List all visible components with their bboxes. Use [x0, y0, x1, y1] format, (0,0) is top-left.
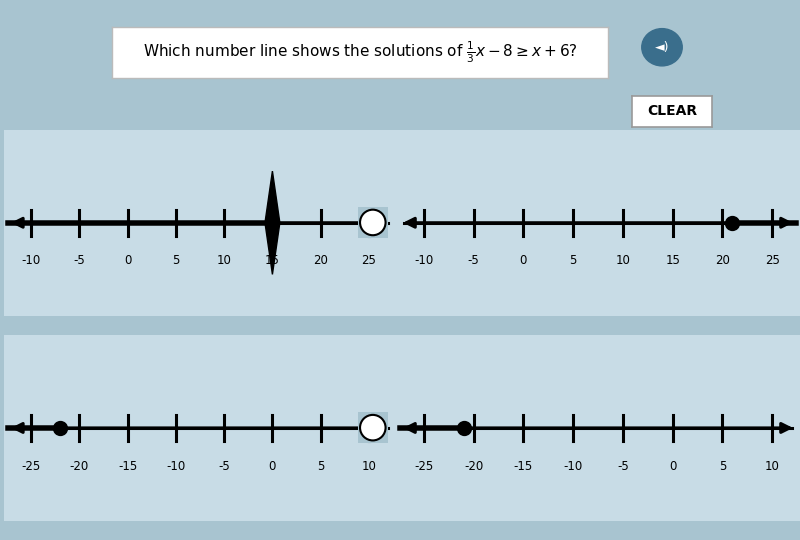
Text: 10: 10 [765, 460, 779, 472]
Circle shape [360, 210, 386, 235]
Polygon shape [265, 171, 280, 274]
Text: -20: -20 [70, 460, 89, 472]
Text: -10: -10 [563, 460, 582, 472]
Text: ◄): ◄) [654, 40, 670, 54]
Text: -5: -5 [617, 460, 629, 472]
Text: 5: 5 [317, 460, 324, 472]
Circle shape [642, 29, 682, 66]
Text: -10: -10 [22, 254, 41, 267]
Text: -5: -5 [468, 254, 479, 267]
Text: 10: 10 [217, 254, 231, 267]
Text: -25: -25 [414, 460, 434, 472]
Text: -20: -20 [464, 460, 483, 472]
Circle shape [360, 415, 386, 441]
Text: 25: 25 [765, 254, 779, 267]
Text: 25: 25 [362, 254, 377, 267]
Text: 5: 5 [570, 254, 577, 267]
Text: -25: -25 [22, 460, 41, 472]
Text: -5: -5 [74, 254, 85, 267]
Text: 15: 15 [665, 254, 680, 267]
Text: Which number line shows the solutions of $\frac{1}{3}x - 8 \geq x + 6$?: Which number line shows the solutions of… [142, 40, 578, 65]
Text: 5: 5 [718, 460, 726, 472]
Text: -5: -5 [218, 460, 230, 472]
Text: 0: 0 [520, 254, 527, 267]
Text: -15: -15 [118, 460, 138, 472]
Text: 10: 10 [362, 460, 377, 472]
Text: 0: 0 [269, 460, 276, 472]
Text: -10: -10 [414, 254, 434, 267]
Text: 10: 10 [615, 254, 630, 267]
Text: 20: 20 [314, 254, 328, 267]
Text: 15: 15 [265, 254, 280, 267]
Text: -10: -10 [166, 460, 186, 472]
Text: 0: 0 [669, 460, 676, 472]
Text: 5: 5 [172, 254, 179, 267]
Text: -15: -15 [514, 460, 533, 472]
Text: CLEAR: CLEAR [647, 104, 697, 118]
Text: 20: 20 [715, 254, 730, 267]
Text: 0: 0 [124, 254, 131, 267]
